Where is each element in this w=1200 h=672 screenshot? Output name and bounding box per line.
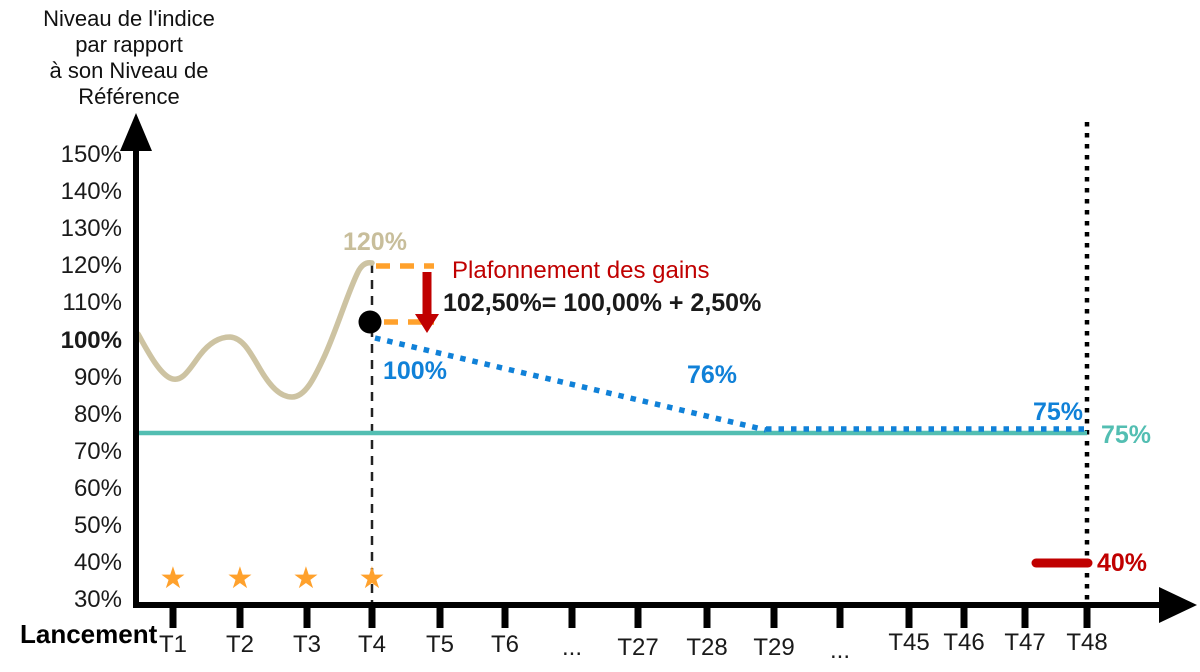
x-tick-label: T2 [225,631,254,658]
y-tick-label-100: 100% [60,327,122,354]
star-icon: ★ [226,562,254,595]
y-tick-label: 130% [60,215,122,242]
capped-line-end-label: 75% [1032,398,1083,426]
capped-point-dot [358,310,382,334]
cap-event-title: Plafonnement des gains [452,257,710,284]
y-tick-label: 110% [62,289,122,316]
x-axis-ticks [169,605,1091,628]
capped-index-line-descending [374,335,767,433]
x-tick-label: T5 [425,631,454,658]
y-tick-label: 70% [73,438,122,465]
x-tick-label: T47 [1004,629,1046,656]
y-axis-title: Niveau de l'indice par rapport à son Niv… [43,6,215,109]
cap-level-label: 120% [343,228,407,256]
star-icon: ★ [292,562,320,595]
x-tick-label: T48 [1066,629,1108,656]
x-tick-label: T45 [888,629,930,656]
y-tick-label: 50% [73,512,122,539]
x-tick-label: T28 [686,634,728,661]
y-tick-label: 150% [60,141,122,168]
cap-formula: 102,50%= 100,00% + 2,50% [443,289,762,317]
y-axis-arrow-icon [120,113,152,151]
y-tick-label: 60% [73,475,122,502]
capped-line-mid-label: 76% [687,361,738,389]
x-tick-label-ellipsis: ... [561,634,582,661]
x-tick-label: T1 [158,631,187,658]
x-tick-label: T27 [617,634,659,661]
y-tick-label: 30% [73,586,122,613]
protection-level-label: 75% [1101,421,1152,449]
index-curve [135,260,375,400]
x-tick-label: T29 [753,634,795,661]
x-tick-label: T4 [357,631,386,658]
star-icon: ★ [358,562,386,595]
y-tick-label: 90% [73,364,122,391]
y-tick-label: 120% [60,252,122,279]
x-tick-label: T3 [292,631,321,658]
y-tick-label: 140% [60,178,122,205]
y-tick-label: 80% [73,401,122,428]
x-tick-label: T6 [490,631,519,658]
x-tick-label: T46 [943,629,985,656]
cap-down-arrow-head-icon [415,314,439,333]
barrier-level-label: 40% [1097,549,1148,577]
y-tick-label: 40% [73,549,122,576]
star-icon: ★ [159,562,187,595]
x-axis-origin-label: Lancement [20,619,158,649]
capped-line-start-label: 100% [383,357,447,385]
x-tick-label-ellipsis: ... [829,637,850,664]
x-axis-arrow-icon [1159,587,1197,623]
